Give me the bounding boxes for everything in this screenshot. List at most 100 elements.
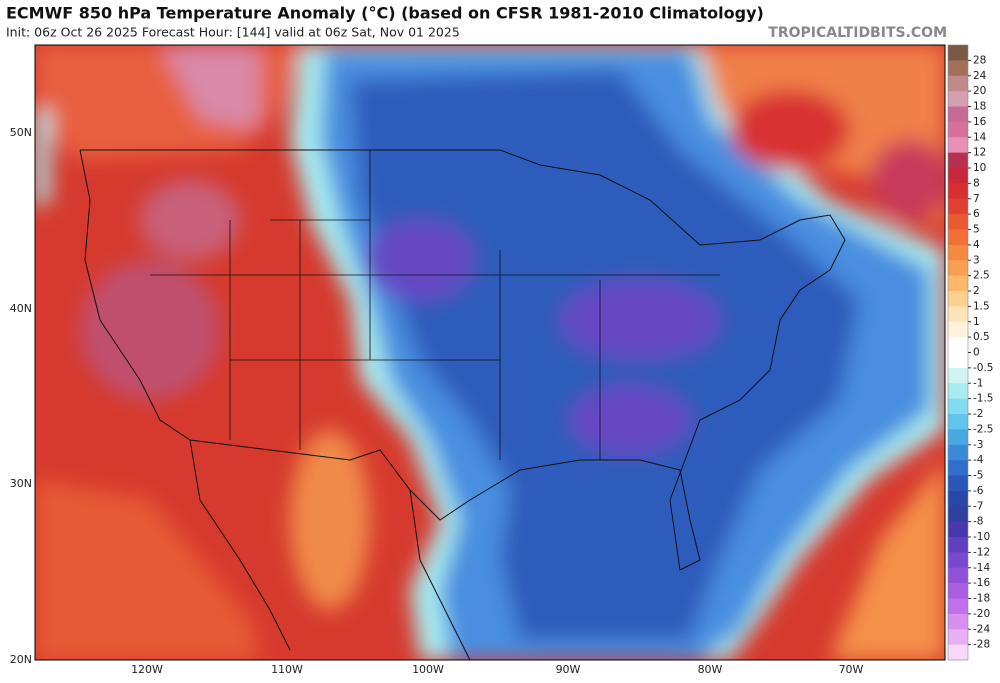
anomaly-region [290,430,370,610]
colorbar-swatch [948,337,968,353]
colorbar-label: -18 [973,593,990,605]
colorbar-label: -8 [973,516,983,528]
lon-label: 90W [556,663,581,676]
colorbar-swatch [948,214,968,230]
colorbar-label: -2 [973,408,983,420]
lat-label: 30N [10,477,32,490]
colorbar-label: 16 [973,116,987,128]
colorbar-label: -4 [973,454,984,466]
colorbar: 28 24 20 18 16 14 12 10 8 7 6 5 4 3 2.5 2 1.5 1 0.5 0 -0.5 -1… [947,44,994,661]
colorbar-label: 18 [973,101,986,113]
colorbar-swatch [948,521,968,538]
colorbar-swatch [948,121,968,138]
colorbar-swatch [948,291,968,307]
colorbar-label: 12 [973,147,986,159]
title: ECMWF 850 hPa Temperature Anomaly (°C) (… [6,4,764,23]
colorbar-label: -20 [973,608,990,620]
colorbar-swatch [948,60,968,77]
colorbar-label: 20 [973,85,986,97]
colorbar-label: -28 [973,639,990,651]
colorbar-swatch [948,183,968,200]
colorbar-label: -3 [973,439,983,451]
colorbar-swatch [948,75,968,92]
anomaly-region [870,140,945,220]
colorbar-swatch [948,244,968,261]
colorbar-label: 28 [973,54,986,66]
colorbar-swatch [948,598,968,615]
state-lines [150,150,720,460]
lat-label: 20N [10,653,32,666]
colorbar-swatch [948,537,968,553]
anomaly-region [730,90,850,170]
colorbar-label: -12 [973,546,990,558]
colorbar-label: -16 [973,577,990,589]
colorbar-label: -10 [973,531,990,543]
coastline [79,149,191,441]
colorbar-swatch [948,644,968,661]
colorbar-label: -1 [973,377,983,389]
colorbar-swatch [948,506,968,523]
border-line [80,149,846,271]
colorbar-label: -7 [973,500,983,512]
colorbar-label: 6 [973,208,980,220]
anomaly-region [140,180,240,260]
colorbar-label: 1.5 [973,300,990,312]
colorbar-swatch [948,321,968,338]
anomaly-region [560,280,720,360]
colorbar-swatch [948,444,968,461]
colorbar-swatch [948,414,968,430]
anomaly-region [570,385,690,455]
colorbar-swatch [948,306,968,323]
colorbar-label: 1 [973,316,980,328]
map-frame [34,44,946,661]
colorbar-swatch [948,429,968,446]
colorbar-swatch [948,198,968,215]
lat-label: 50N [10,126,32,139]
colorbar-swatch [948,137,968,154]
colorbar-swatch [948,475,968,492]
site-credit: TROPICALTIDBITS.COM [768,25,947,41]
colorbar-swatch [948,352,968,369]
colorbar-swatch [948,460,968,476]
lon-label: 100W [412,663,444,676]
colorbar-label: 14 [973,131,987,143]
colorbar-swatch [948,567,968,584]
colorbar-label: 24 [973,70,987,82]
colorbar-label: -0.5 [973,362,994,374]
colorbar-swatch [948,45,968,61]
lat-label: 40N [10,302,32,315]
colorbar-swatch [948,260,968,277]
colorbar-swatch [948,552,968,569]
lon-label: 120W [131,663,163,676]
colorbar-swatch [948,91,968,107]
colorbar-swatch [948,367,968,384]
anomaly-region [365,220,475,300]
colorbar-swatch [948,383,968,400]
anomaly-region [830,460,945,660]
colorbar-label: 3 [973,254,980,266]
map-field [35,45,945,660]
colorbar-label: 2.5 [973,270,990,282]
colorbar-swatch [948,168,968,184]
colorbar-label: -6 [973,485,984,497]
colorbar-swatch [948,613,968,630]
colorbar-swatch [948,490,968,507]
colorbar-label: 7 [973,193,980,205]
axis-labels: 50N 40N 30N 20N 120W 110W 100W 90W 80W 70W [10,126,864,676]
colorbar-swatch [948,629,968,646]
colorbar-label: 2 [973,285,980,297]
colorbar-label: 8 [973,177,980,189]
colorbar-label: 0.5 [973,331,990,343]
colorbar-label: 5 [973,224,980,236]
colorbar-swatch [948,583,968,599]
colorbar-label: 4 [973,239,980,251]
colorbar-swatch [948,106,968,123]
colorbar-label: -24 [973,623,990,635]
colorbar-label: -14 [973,562,990,574]
anomaly-region [80,260,220,400]
colorbar-label: 10 [973,162,986,174]
colorbar-label: 0 [973,347,980,359]
lon-label: 70W [839,663,864,676]
